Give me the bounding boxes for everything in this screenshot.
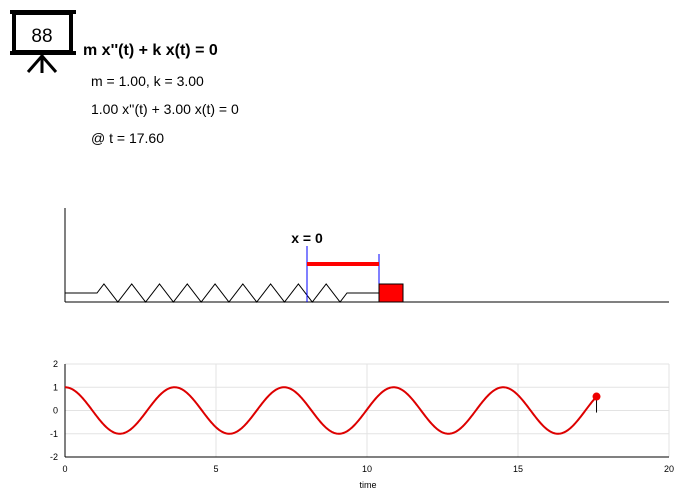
y-tick-label: 0 xyxy=(53,406,58,416)
current-point-marker xyxy=(592,392,601,401)
equilibrium-label: x = 0 xyxy=(291,230,323,246)
series-line xyxy=(64,386,598,435)
spring-mass-view: x = 0 xyxy=(64,208,669,303)
x-tick-label: 5 xyxy=(213,464,218,474)
displacement-chart: 0 5 10 15 20 210-1-2 time xyxy=(50,359,674,490)
mass-block xyxy=(378,283,404,303)
time-label: @ t = 17.60 xyxy=(91,130,164,146)
x-tick-label: 10 xyxy=(362,464,372,474)
x-tick-label: 20 xyxy=(664,464,674,474)
x-tick-labels: 0 5 10 15 20 xyxy=(62,464,674,474)
y-tick-label: -2 xyxy=(50,452,58,462)
y-tick-label: 1 xyxy=(53,382,58,392)
x-tick-label: 15 xyxy=(513,464,523,474)
equation-general: m x''(t) + k x(t) = 0 xyxy=(83,42,218,59)
y-tick-labels: 2 1 0 -1 -2 xyxy=(50,359,58,462)
equation-specific: 1.00 x''(t) + 3.00 x(t) = 0 xyxy=(91,101,239,117)
icon-display-value: 88 xyxy=(31,26,52,47)
x-axis-label: time xyxy=(359,480,376,490)
y-tick-label: 2 xyxy=(53,359,58,369)
y-tick-label: -1 xyxy=(50,429,58,439)
spring xyxy=(65,283,379,303)
x-tick-label: 0 xyxy=(62,464,67,474)
equation-params: m = 1.00, k = 3.00 xyxy=(91,73,204,89)
presentation-board-icon: 88 xyxy=(10,10,76,73)
